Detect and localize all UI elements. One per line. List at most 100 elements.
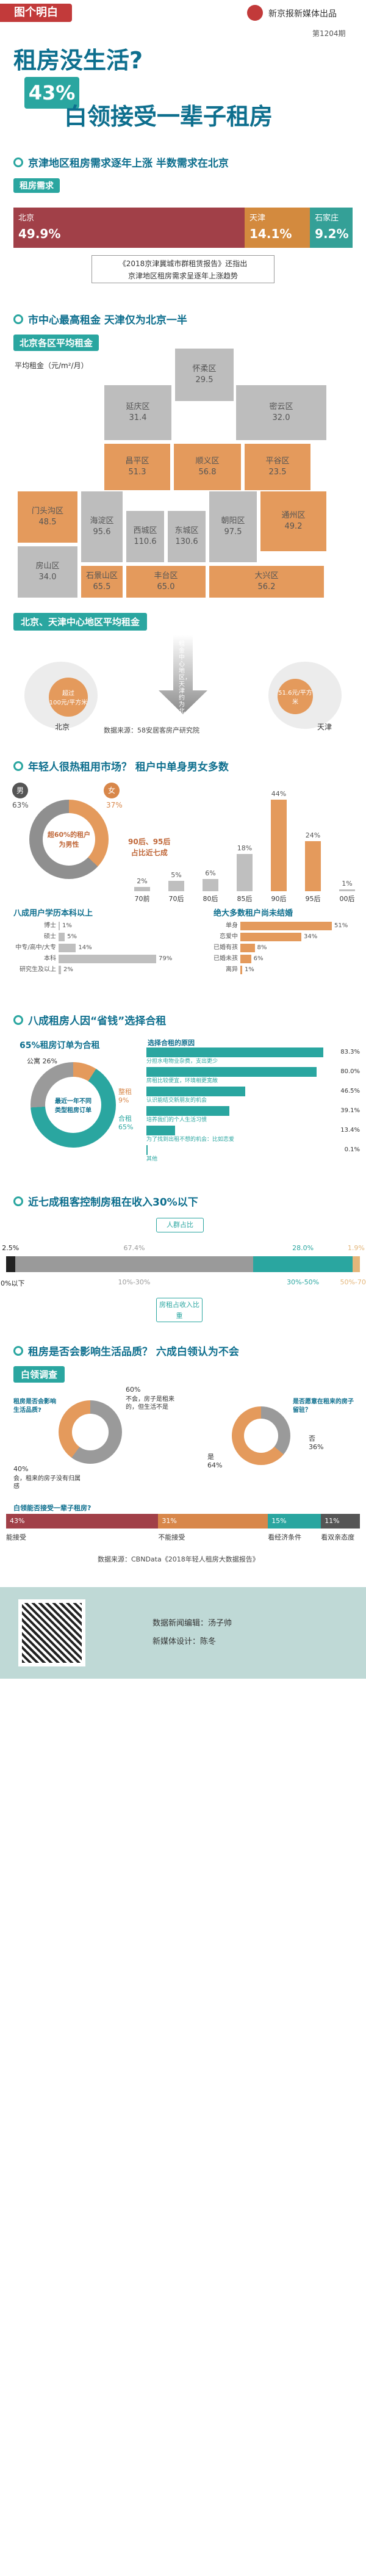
hero-line2: 白领接受一辈子租房 [64, 103, 273, 130]
district-value: 34.0 [38, 573, 57, 582]
accept-segment: 15% [268, 1514, 321, 1529]
hbar-label: 已婚有孩 [214, 944, 238, 951]
section7-tag: 白领调查 [13, 1366, 65, 1383]
section5-sub: 65%租房订单为合租 [20, 1041, 100, 1051]
bottom-label-box: 房租占收入比重 [156, 1298, 203, 1322]
accept-label: 能接受 [6, 1533, 26, 1541]
age-bar [134, 887, 150, 891]
section7-title: 租房是否会影响生活品质？ 六成白领认为不会 [13, 1343, 239, 1358]
single-bar-chart: 单身 51% 恋爱中 34% 已婚有孩 8% 已婚未孩 6% 离异 1% [207, 922, 360, 983]
editor-credit: 数据新闻编辑：汤子帅 [152, 1619, 232, 1628]
accept-labels: 能接受 不能接受 看经济条件 看双亲态度 [6, 1532, 360, 1542]
logo: 图个明白 [0, 4, 72, 22]
brand-name: 新京报新媒体出品 [268, 9, 337, 19]
hero: 租房没生活? 43% 白领接受一辈子租房 [0, 37, 366, 134]
ratio-value: 2.5% [2, 1244, 20, 1252]
hbar-label: 已婚未孩 [214, 955, 238, 962]
section4-title: 年轻人很热租用市场？ 租户中单身男女多数 [13, 758, 229, 773]
hbar-fill [240, 944, 255, 952]
hero-line1: 租房没生活? [13, 47, 143, 74]
hbar-fill [59, 922, 60, 930]
district-name: 大兴区 [254, 571, 279, 581]
rent-ratio-bar [6, 1256, 360, 1272]
rent-unit-label: 平均租金（元/m²/月） [15, 361, 88, 370]
section2-title: 市中心最高租金 天津仅为北京一半 [13, 311, 187, 327]
hbar-fill [59, 933, 65, 941]
district-value: 130.6 [175, 537, 198, 546]
hbar-value: 34% [304, 933, 318, 940]
district-block: 门头沟区 48.5 [17, 491, 78, 543]
brand-emblem-icon [247, 5, 263, 21]
bullet-icon [13, 314, 23, 324]
reason-text: 其他 [146, 1156, 158, 1162]
tj-value: 51.6元/平方米 [278, 690, 312, 706]
reason-value: 0.1% [344, 1146, 360, 1153]
age-bar-label: 90后 [271, 895, 287, 903]
hbar-fill [59, 955, 156, 963]
male-icon: 男 [12, 783, 28, 798]
hbar-value: 2% [63, 966, 73, 973]
single-title: 绝大多数租户尚未结婚 [214, 909, 293, 918]
q1-no-pct: 40% [13, 1465, 29, 1473]
district-name: 平谷区 [265, 457, 290, 466]
tj-inner-circle: 51.6元/平方米 [278, 679, 313, 714]
female-icon: 女 [104, 783, 120, 798]
tj-label: 天津 [317, 723, 332, 731]
share-name: 天津 [249, 214, 266, 223]
district-block: 顺义区 56.8 [173, 443, 242, 491]
district-block: 朝阳区 97.5 [209, 491, 257, 563]
share-segment-1: 天津 14.1% [245, 208, 310, 248]
hbar-fill [240, 933, 301, 941]
age-callout-1: 90后、95后 [128, 838, 171, 846]
q1-no-text: 会，租来的房子没有归属感 [13, 1475, 81, 1490]
reason-value: 39.1% [340, 1107, 360, 1114]
reason-fill [146, 1126, 175, 1135]
q3-text: 白领能否接受一辈子租房? [13, 1504, 92, 1512]
district-name: 石景山区 [85, 571, 118, 581]
age-bar-chart: 2% 70前 5% 70后 6% 80后 18% 85后 44% 90后 24% 95后 1% 00后 [116, 787, 360, 903]
hbar-value: 8% [257, 944, 267, 951]
section1-note: 《2018京津冀城市群租赁报告》还指出 京津地区租房需求呈逐年上涨趋势 [92, 255, 274, 283]
age-bar-label: 70后 [168, 895, 184, 903]
district-value: 29.5 [195, 375, 214, 385]
district-name: 丰台区 [154, 571, 178, 581]
bj-value: 100元/平方米 [49, 700, 88, 706]
share-name: 石家庄 [315, 214, 339, 223]
hbar-fill [240, 922, 332, 930]
hbar-label: 中专/高中/大专 [15, 944, 56, 951]
pie-label-apartment: 公寓 26% [27, 1057, 57, 1065]
section5-title: 八成租房人因“省钱”选择合租 [13, 1012, 166, 1027]
bj-label: 北京 [55, 723, 70, 731]
bullet-icon [13, 1345, 23, 1356]
accept-segment: 43% [6, 1514, 159, 1529]
district-value: 56.8 [198, 468, 217, 477]
gender-donut: 男 63% 女 37% 超60%的租户 为男性 [12, 775, 128, 891]
ratio-value: 67.4% [123, 1244, 145, 1252]
reason-value: 83.3% [340, 1049, 360, 1055]
age-callout: 90后、95后 占比近七成 [128, 836, 170, 858]
accept-label: 看经济条件 [268, 1533, 302, 1541]
center-rent-compare: 超过 100元/平方米 北京 租金中心地区，天津约为北京一半 51.6元/平方米… [0, 635, 366, 739]
header-bar: 图个明白 新京报新媒体出品 第1204期 [0, 0, 366, 38]
reason-fill [146, 1047, 323, 1057]
age-bar-label: 80后 [203, 895, 218, 903]
hbar-fill [240, 966, 242, 974]
pie-center-1: 最近一年不同 [55, 1098, 92, 1105]
accept-label: 不能接受 [158, 1533, 185, 1541]
age-bar-value: 18% [237, 844, 253, 852]
donut-text-2: 为男性 [59, 841, 79, 848]
district-name: 顺义区 [195, 457, 220, 466]
ratio-range: 30%-50% [287, 1278, 320, 1286]
edu-bar-chart: 博士 1% 硕士 5% 中专/高中/大专 14% 本科 79% 研究生及以上 2% [13, 922, 184, 983]
age-bar [339, 889, 355, 891]
reason-value: 80.0% [340, 1068, 360, 1075]
district-name: 海淀区 [90, 516, 114, 526]
reason-bar-chart: 83.3% 分担水电物业杂费，支出更少 80.0% 房租比较便宜，环境相更宽敞 46.5… [146, 1047, 360, 1170]
age-bar-label: 00后 [339, 895, 355, 903]
section7-source: 数据来源：CBNData《2018年轻人租房大数据报告》 [98, 1555, 259, 1563]
note-line-2: 京津地区租房需求呈逐年上涨趋势 [127, 272, 238, 280]
pie-hole: 最近一年不同 类型租房订单 [45, 1077, 101, 1133]
stay-question: 是否愿意在租来的房子留驻？ 是 64% 否 36% [201, 1386, 360, 1502]
quality-question: 租房是否会影响生活品质? 60% 不会，房子是租来的，但生活不是 40% 会，租… [13, 1386, 174, 1502]
district-block: 通州区 49.2 [260, 491, 327, 552]
